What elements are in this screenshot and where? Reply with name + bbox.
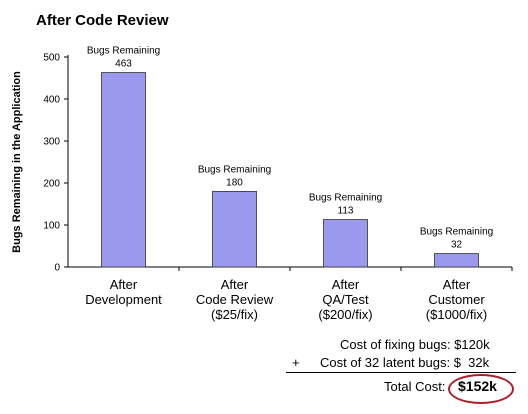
y-tick-label: 400 [43,95,60,106]
x-category-label: ($200/fix) [318,307,372,322]
y-tick-label: 300 [43,137,60,148]
y-tick-label: 200 [43,179,60,190]
x-category-label: ($1000/fix) [426,307,487,322]
cost-latent-bugs: Cost of 32 latent bugs: $ 32k [320,355,490,370]
bar-value-label: 180 [226,177,243,188]
total-cost-label: Total Cost: [384,379,446,394]
x-category-label: After [110,277,138,292]
bar-label-caption: Bugs Remaining [87,46,160,57]
bar-label-caption: Bugs Remaining [420,227,493,238]
x-category-label: Code Review [196,292,274,307]
cost-fixing-bugs: Cost of fixing bugs: $120k [340,337,490,352]
chart-title: After Code Review [36,12,169,29]
y-tick-label: 500 [43,53,60,64]
bar-value-label: 463 [115,59,132,70]
bar [434,253,479,268]
bar [101,72,146,268]
bar-value-label: 113 [338,206,354,217]
total-highlight-ring [448,374,514,404]
x-category-label: Development [85,292,162,307]
y-tick-label: 0 [54,263,60,274]
x-category-label: ($25/fix) [211,307,258,322]
y-tick-label: 100 [43,221,60,232]
x-category-label: After [332,277,360,292]
plus-sign: + [292,355,300,370]
x-category-label: QA/Test [322,292,369,307]
bar-label-caption: Bugs Remaining [198,164,271,175]
bar-label-caption: Bugs Remaining [309,193,382,204]
x-category-label: After [443,277,471,292]
y-axis-label: Bugs Remaining in the Application [11,71,23,253]
x-category-label: After [221,277,249,292]
bar [323,219,368,268]
x-category-label: Customer [428,292,485,307]
bar-value-label: 32 [451,240,463,251]
sum-divider [286,372,516,373]
bar [212,190,257,268]
